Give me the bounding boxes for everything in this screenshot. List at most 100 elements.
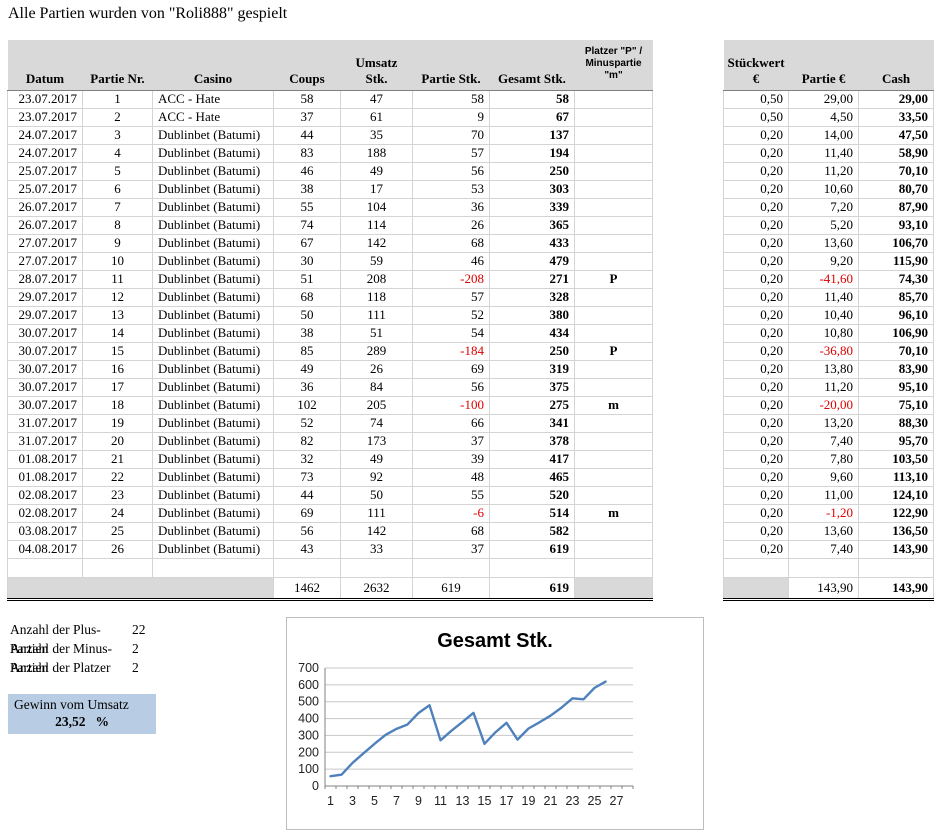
cell-casino[interactable]: ACC - Hate [152, 89, 274, 109]
cell-cash[interactable]: 103,50 [858, 449, 935, 469]
cell-partie-stk[interactable]: 56 [412, 161, 490, 181]
cell-casino[interactable]: Dublinbet (Batumi) [152, 521, 274, 541]
cell-cash[interactable]: 70,10 [858, 341, 935, 361]
cell-cash[interactable]: 143,90 [858, 539, 935, 559]
cell-stueckwert[interactable]: 0,20 [722, 449, 790, 469]
cell-platzer[interactable] [574, 485, 653, 505]
cell-partie-stk[interactable]: 46 [412, 251, 490, 271]
cell-casino[interactable]: Dublinbet (Batumi) [152, 161, 274, 181]
cell-partie-stk[interactable]: 58 [412, 89, 490, 109]
cell-partie-stk[interactable]: 54 [412, 323, 490, 343]
cell-cash[interactable]: 136,50 [858, 521, 935, 541]
cell-platzer[interactable] [574, 413, 653, 433]
total-partie-stk[interactable]: 619 [412, 576, 490, 601]
cell-coups[interactable]: 55 [273, 197, 341, 217]
cell-partie-nr[interactable]: 8 [82, 215, 153, 235]
cell-umsatz-stk[interactable]: 26 [340, 359, 413, 379]
cell-partie-eur[interactable]: 9,20 [788, 251, 860, 271]
cell-coups[interactable]: 82 [273, 431, 341, 451]
cell-cash[interactable]: 113,10 [858, 467, 935, 487]
cell-gesamt-stk[interactable]: 433 [489, 233, 575, 253]
cell-partie-nr[interactable]: 1 [82, 89, 153, 109]
cell-platzer[interactable] [574, 125, 653, 145]
cell-stueckwert[interactable]: 0,20 [722, 179, 790, 199]
cell-casino[interactable]: Dublinbet (Batumi) [152, 215, 274, 235]
summary-value[interactable]: 2 [132, 641, 139, 656]
cell-gesamt-stk[interactable]: 365 [489, 215, 575, 235]
cell-casino[interactable]: Dublinbet (Batumi) [152, 467, 274, 487]
cell-partie-eur[interactable]: 11,40 [788, 287, 860, 307]
cell-partie-nr[interactable]: 3 [82, 125, 153, 145]
cell-partie-nr[interactable]: 11 [82, 269, 153, 289]
cell-umsatz-stk[interactable]: 142 [340, 233, 413, 253]
cell-datum[interactable]: 31.07.2017 [7, 431, 83, 451]
cell-casino[interactable]: Dublinbet (Batumi) [152, 413, 274, 433]
cell-umsatz-stk[interactable]: 84 [340, 377, 413, 397]
cell-empty[interactable] [7, 557, 83, 578]
cell-platzer[interactable] [574, 107, 653, 127]
total-coups[interactable]: 1462 [273, 576, 341, 601]
cell-platzer[interactable] [574, 359, 653, 379]
cell-casino[interactable]: Dublinbet (Batumi) [152, 341, 274, 361]
cell-cash[interactable]: 122,90 [858, 503, 935, 523]
cell-partie-eur[interactable]: 10,80 [788, 323, 860, 343]
cell-partie-eur[interactable]: 13,20 [788, 413, 860, 433]
cell-platzer[interactable] [574, 179, 653, 199]
cell-casino[interactable]: ACC - Hate [152, 107, 274, 127]
cell-gesamt-stk[interactable]: 339 [489, 197, 575, 217]
total-partie-eur[interactable]: 143,90 [788, 576, 860, 601]
cell-datum[interactable]: 26.07.2017 [7, 215, 83, 235]
cell-partie-stk[interactable]: 48 [412, 467, 490, 487]
cell-datum[interactable]: 28.07.2017 [7, 269, 83, 289]
cell-casino[interactable]: Dublinbet (Batumi) [152, 305, 274, 325]
cell-empty[interactable] [152, 557, 274, 578]
cell-casino[interactable]: Dublinbet (Batumi) [152, 323, 274, 343]
gewinn-vom-umsatz-box[interactable]: Gewinn vom Umsatz 23,52% [8, 694, 156, 734]
cell-gesamt-stk[interactable]: 137 [489, 125, 575, 145]
cell-stueckwert[interactable]: 0,50 [722, 89, 790, 109]
cell-partie-nr[interactable]: 23 [82, 485, 153, 505]
cell-cash[interactable]: 115,90 [858, 251, 935, 271]
cell-partie-nr[interactable]: 7 [82, 197, 153, 217]
cell-datum[interactable]: 29.07.2017 [7, 287, 83, 307]
cell-datum[interactable]: 03.08.2017 [7, 521, 83, 541]
cell-gesamt-stk[interactable]: 67 [489, 107, 575, 127]
cell-stueckwert[interactable]: 0,20 [722, 503, 790, 523]
cell-datum[interactable]: 02.08.2017 [7, 485, 83, 505]
gesamt-stk-chart[interactable]: 0 100 200 300 400 500 600 700 1 3 5 7 9 11 13 15 17 19 21 2… [286, 617, 704, 830]
cell-partie-eur[interactable]: 7,40 [788, 539, 860, 559]
cell-umsatz-stk[interactable]: 92 [340, 467, 413, 487]
cell-empty[interactable] [858, 557, 935, 578]
cell-umsatz-stk[interactable]: 61 [340, 107, 413, 127]
cell-partie-nr[interactable]: 4 [82, 143, 153, 163]
cell-partie-eur[interactable]: 11,20 [788, 161, 860, 181]
cell-platzer[interactable] [574, 251, 653, 271]
cell-umsatz-stk[interactable]: 49 [340, 449, 413, 469]
cell-casino[interactable]: Dublinbet (Batumi) [152, 287, 274, 307]
cell-gesamt-stk[interactable]: 375 [489, 377, 575, 397]
cell-umsatz-stk[interactable]: 35 [340, 125, 413, 145]
cell-cash[interactable]: 87,90 [858, 197, 935, 217]
cell-partie-stk[interactable]: 68 [412, 521, 490, 541]
cell-stueckwert[interactable]: 0,20 [722, 287, 790, 307]
cell-cash[interactable]: 106,70 [858, 233, 935, 253]
cell-stueckwert[interactable]: 0,50 [722, 107, 790, 127]
cell-gesamt-stk[interactable]: 328 [489, 287, 575, 307]
cell-partie-eur[interactable]: 29,00 [788, 89, 860, 109]
cell-stueckwert[interactable]: 0,20 [722, 251, 790, 271]
cell-partie-eur[interactable]: 9,60 [788, 467, 860, 487]
cell-gesamt-stk[interactable]: 275 [489, 395, 575, 415]
cell-coups[interactable]: 83 [273, 143, 341, 163]
cell-coups[interactable]: 44 [273, 485, 341, 505]
cell-coups[interactable]: 69 [273, 503, 341, 523]
total-gesamt-stk[interactable]: 619 [489, 576, 575, 601]
cell-platzer[interactable] [574, 305, 653, 325]
cell-gesamt-stk[interactable]: 520 [489, 485, 575, 505]
cell-coups[interactable]: 74 [273, 215, 341, 235]
cell-gesamt-stk[interactable]: 417 [489, 449, 575, 469]
cell-partie-stk[interactable]: 70 [412, 125, 490, 145]
cell-partie-nr[interactable]: 18 [82, 395, 153, 415]
cell-empty[interactable] [273, 557, 341, 578]
cell-casino[interactable]: Dublinbet (Batumi) [152, 143, 274, 163]
cell-platzer[interactable] [574, 323, 653, 343]
